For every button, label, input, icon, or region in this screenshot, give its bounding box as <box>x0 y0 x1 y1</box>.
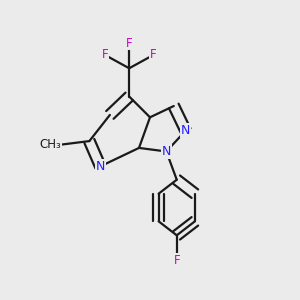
Text: N: N <box>96 160 105 173</box>
Text: F: F <box>173 254 180 267</box>
Text: N: N <box>181 124 190 137</box>
Text: F: F <box>101 48 108 62</box>
Text: F: F <box>126 37 133 50</box>
Text: F: F <box>150 48 157 62</box>
Text: N: N <box>162 145 171 158</box>
Text: CH₃: CH₃ <box>39 138 61 151</box>
